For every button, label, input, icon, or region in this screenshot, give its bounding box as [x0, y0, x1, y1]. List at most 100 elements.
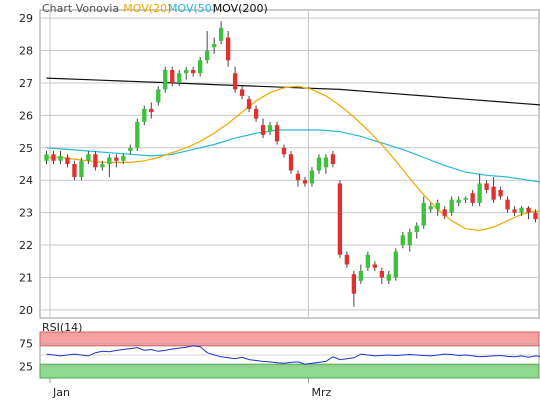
candle-body: [79, 161, 83, 177]
candle-body: [470, 193, 474, 203]
candle-body: [289, 154, 293, 170]
y-tick-label: 21: [19, 271, 33, 284]
price-panel: 20 21 22 23 24 25 26 27 28 29: [19, 10, 540, 318]
legend-item-title: Chart Vonovia: [42, 2, 119, 15]
candle-body: [163, 70, 167, 89]
candle-body: [93, 154, 97, 167]
candle-body: [303, 180, 307, 183]
candle-body: [463, 198, 467, 200]
candle-body: [519, 208, 523, 213]
candle-body: [484, 183, 488, 189]
candle: [79, 158, 83, 181]
candle-body: [205, 51, 209, 61]
candle-body: [198, 60, 202, 73]
y-tick-label: 25: [19, 142, 33, 155]
candle-body: [219, 28, 223, 41]
candle-body: [491, 187, 495, 200]
candle-body: [233, 73, 237, 89]
candle-body: [100, 164, 104, 167]
candle-body: [121, 156, 125, 161]
rsi-tick-label: 75: [19, 338, 33, 351]
candle-body: [156, 89, 160, 102]
candle-body: [512, 209, 516, 212]
candle-body: [212, 44, 216, 47]
candle-body: [226, 38, 230, 61]
rsi-panel: 25 75 RSI(14): [19, 321, 540, 378]
candle-body: [345, 255, 349, 265]
candle-body: [128, 148, 132, 151]
candle-body: [415, 226, 419, 232]
candle-body: [114, 158, 118, 161]
candle-body: [261, 125, 265, 135]
candle-body: [450, 200, 454, 213]
x-tick-label: Jan: [52, 386, 70, 399]
candle-body: [498, 190, 502, 196]
y-tick-label: 23: [19, 207, 33, 220]
candle-body: [44, 154, 48, 160]
y-tick-label: 28: [19, 45, 33, 58]
candle-body: [142, 109, 146, 122]
y-tick-label: 20: [19, 304, 33, 317]
candle-body: [240, 89, 244, 95]
candle-body: [170, 70, 174, 83]
candle-body: [184, 70, 188, 73]
candle-body: [247, 99, 251, 109]
candle-body: [422, 203, 426, 226]
candle: [275, 122, 279, 145]
candle-body: [401, 235, 405, 245]
legend-item-mov200: MOV(200): [213, 2, 268, 15]
candle-body: [429, 206, 433, 209]
candle-body: [58, 156, 62, 161]
candle-body: [477, 183, 481, 202]
x-axis: JanMrzApr: [50, 378, 540, 399]
candle-body: [408, 232, 412, 245]
candle-body: [366, 255, 370, 268]
x-tick-label: Mrz: [311, 386, 331, 399]
candle-body: [51, 154, 55, 160]
y-tick-label: 29: [19, 12, 33, 25]
candle-body: [310, 170, 314, 183]
candle-body: [254, 109, 258, 119]
candle-body: [135, 122, 139, 148]
candle-body: [373, 265, 377, 268]
candle-body: [394, 252, 398, 278]
candle-body: [331, 154, 335, 164]
candle-body: [275, 125, 279, 141]
y-tick-label: 24: [19, 174, 33, 187]
candle-body: [338, 183, 342, 254]
candle-body: [296, 174, 300, 180]
candle-body: [505, 200, 509, 210]
candle-body: [107, 158, 111, 164]
candle-body: [72, 164, 76, 177]
candle: [135, 119, 139, 151]
candle: [338, 180, 342, 258]
candle-body: [65, 158, 69, 164]
candle-body: [526, 208, 530, 213]
candle-body: [436, 203, 440, 209]
candle-body: [268, 125, 272, 131]
candle: [289, 151, 293, 174]
candle-body: [282, 148, 286, 154]
rsi-tick-label: 25: [19, 361, 33, 374]
candle-body: [352, 274, 356, 293]
candle-body: [191, 70, 195, 73]
y-tick-label: 26: [19, 109, 33, 122]
candle-body: [443, 209, 447, 215]
candle-body: [86, 154, 90, 160]
candle-body: [149, 109, 153, 112]
candle-body: [177, 73, 181, 83]
candle-body: [324, 158, 328, 168]
legend-item-mov20: MOV(20): [123, 2, 171, 15]
y-tick-label: 27: [19, 77, 33, 90]
candle: [163, 67, 167, 93]
candle-body: [359, 271, 363, 281]
candle: [394, 248, 398, 280]
candle-body: [387, 274, 391, 280]
candle-body: [533, 213, 537, 219]
y-tick-label: 22: [19, 239, 33, 252]
candle-body: [317, 158, 321, 171]
rsi-label: RSI(14): [42, 321, 82, 334]
candle-body: [456, 200, 460, 203]
